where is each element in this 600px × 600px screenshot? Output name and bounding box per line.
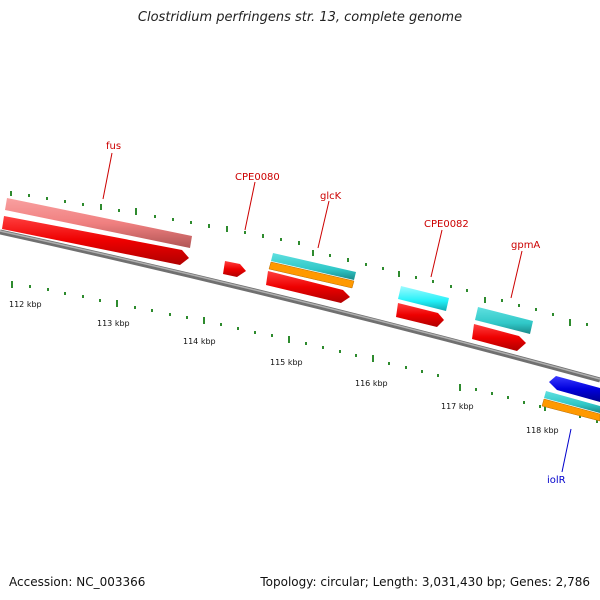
scale-label: 117 kbp xyxy=(441,402,474,411)
fus-red-arrow xyxy=(2,216,189,265)
outer-tick-row xyxy=(10,191,588,326)
scale-label: 116 kbp xyxy=(355,379,388,388)
cpe0082-red-arrow xyxy=(396,303,444,327)
genome-summary: Topology: circular; Length: 3,031,430 bp… xyxy=(260,575,590,589)
gene-label-iolr[interactable]: iolR xyxy=(547,475,566,486)
feature-iolr[interactable] xyxy=(541,376,600,422)
genome-backbone xyxy=(0,229,600,383)
map-title: Clostridium perfringens str. 13, complet… xyxy=(137,10,463,25)
feature-fus[interactable] xyxy=(2,198,192,265)
feature-cpe0082[interactable] xyxy=(396,286,449,327)
gpma-cyan-bar xyxy=(475,307,533,334)
scale-label: 112 kbp xyxy=(9,300,42,309)
label-leader-lines xyxy=(102,152,572,473)
gene-label-cpe0080[interactable]: CPE0080 xyxy=(235,172,280,183)
iolr-orange-bar xyxy=(541,398,600,422)
feature-cpe0080-arrow[interactable] xyxy=(223,261,246,277)
gene-label-cpe0082[interactable]: CPE0082 xyxy=(424,219,469,230)
feature-glck[interactable] xyxy=(266,253,356,303)
scale-label: 115 kbp xyxy=(270,358,303,367)
fus-pink-bar xyxy=(5,198,192,248)
scale-label: 113 kbp xyxy=(97,319,130,328)
gpma-red-arrow xyxy=(472,324,526,351)
scale-label: 114 kbp xyxy=(183,337,216,346)
accession-label: Accession: NC_003366 xyxy=(9,575,146,589)
iolr-blue-arrow xyxy=(549,376,600,402)
inner-tick-row xyxy=(11,281,598,423)
glck-red-arrow xyxy=(266,271,350,303)
scale-label: 118 kbp xyxy=(526,426,559,435)
genome-backbone-highlight xyxy=(0,230,600,380)
gene-label-fus[interactable]: fus xyxy=(106,141,121,152)
feature-gpma[interactable] xyxy=(472,307,533,351)
gene-label-gpma[interactable]: gpmA xyxy=(511,240,540,251)
cpe0082-cyan-bar xyxy=(398,286,449,311)
glck-orange-bar xyxy=(268,261,355,289)
gene-label-glck[interactable]: glcK xyxy=(320,191,342,202)
glck-cyan-bar xyxy=(271,253,356,280)
iolr-cyan-bar xyxy=(544,391,600,413)
